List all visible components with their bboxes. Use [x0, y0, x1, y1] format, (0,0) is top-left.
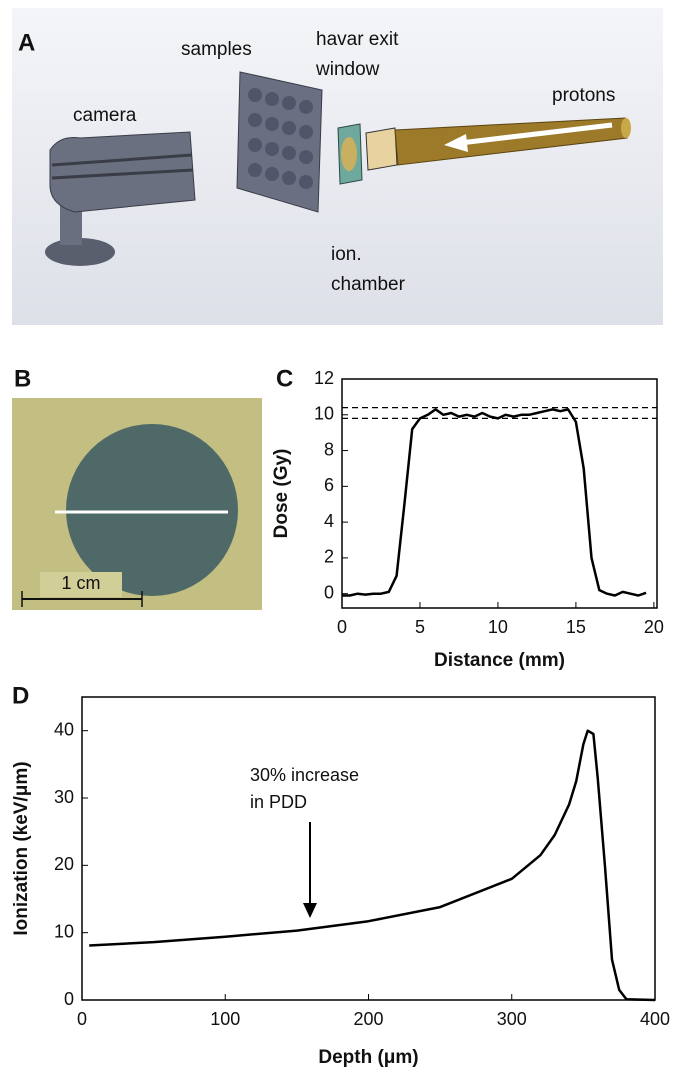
beamline-illustration: [365, 117, 631, 171]
panel-label: B: [14, 365, 31, 392]
y-tick-label: 30: [54, 787, 74, 807]
x-tick-label: 100: [210, 1009, 240, 1029]
data-line: [89, 729, 656, 1002]
havar-label: havar exit: [316, 29, 399, 50]
y-tick-label: 2: [324, 547, 334, 567]
x-tick-label: 15: [566, 617, 586, 637]
chamber-illustration: [337, 123, 363, 185]
y-tick-label: 40: [54, 719, 74, 739]
y-axis-label: Dose (Gy): [271, 449, 292, 539]
y-tick-label: 0: [324, 582, 334, 602]
plot-frame: [341, 378, 658, 609]
x-tick-label: 0: [337, 617, 347, 637]
protons-label: protons: [552, 85, 615, 106]
y-tick-label: 20: [54, 854, 74, 874]
annotation: in PDD: [250, 792, 307, 812]
x-tick-label: 20: [644, 617, 664, 637]
samples-illustration: [236, 71, 323, 213]
y-tick-label: 6: [324, 475, 334, 495]
x-tick-label: 0: [77, 1009, 87, 1029]
panel-label: D: [12, 682, 29, 709]
y-axis-label: Ionization (keV/μm): [11, 761, 32, 935]
y-tick-label: 0: [64, 989, 74, 1009]
camera-label: camera: [73, 105, 137, 126]
chamber-label: chamber: [331, 274, 406, 295]
y-tick-label: 10: [54, 921, 74, 941]
data-line: [342, 408, 647, 597]
panel-label: C: [276, 365, 293, 392]
chamber-label: ion.: [331, 244, 362, 265]
plot-frame: [81, 696, 656, 1001]
x-tick-label: 400: [640, 1009, 670, 1029]
y-tick-label: 12: [314, 368, 334, 388]
y-tick-label: 4: [324, 511, 334, 531]
havar-label: window: [315, 59, 380, 80]
scale-bar-label: 1 cm: [61, 573, 100, 593]
y-tick-label: 8: [324, 439, 334, 459]
x-tick-label: 300: [497, 1009, 527, 1029]
annotation-arrowhead: [303, 903, 317, 918]
x-tick-label: 10: [488, 617, 508, 637]
camera-illustration: [45, 131, 196, 266]
samples-label: samples: [181, 39, 252, 60]
panel-label: A: [18, 29, 35, 56]
x-axis-label: Distance (mm): [434, 650, 565, 671]
x-tick-label: 5: [415, 617, 425, 637]
x-axis-label: Depth (μm): [318, 1047, 418, 1068]
x-tick-label: 200: [353, 1009, 383, 1029]
film-image: [12, 398, 262, 610]
y-tick-label: 10: [314, 404, 334, 424]
annotation: 30% increase: [250, 765, 359, 785]
